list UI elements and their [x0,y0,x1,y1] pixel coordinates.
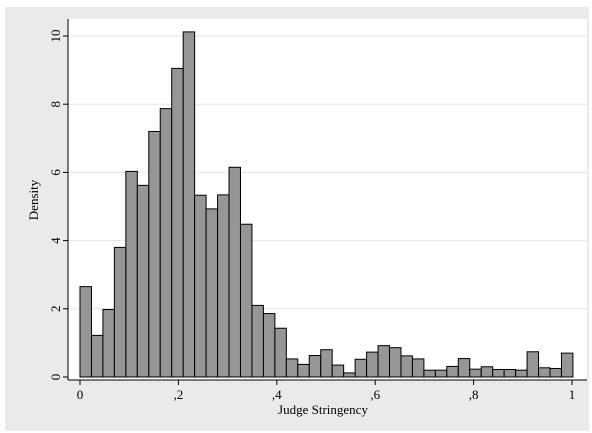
histogram-bar [217,194,230,378]
histogram-bar [457,358,471,378]
x-tick-label: 0 [77,387,84,402]
histogram-bar [297,363,310,378]
y-axis-ticks: 0 2 4 6 8 10 [48,30,68,381]
y-tick-label: 6 [48,169,63,176]
histogram-bar [90,334,104,378]
x-tick-label: ,8 [469,387,479,402]
y-tick-label: 2 [48,306,63,313]
x-tick-label: 1 [569,387,576,402]
histogram-bar [423,369,436,378]
histogram-bar [560,352,574,378]
histogram-bar [480,366,494,378]
histogram-bars [79,31,574,378]
histogram-bar [320,349,333,378]
x-tick-label: ,6 [370,387,380,402]
histogram-bar [366,351,379,378]
histogram-bar [377,345,391,378]
axes [67,19,587,381]
histogram-bar [102,308,115,378]
histogram-bar [113,246,127,378]
histogram-bar [136,184,150,378]
histogram-bar [469,368,482,378]
histogram-bar [205,208,219,378]
histogram-bar [194,194,207,378]
histogram-bar [354,358,368,378]
histogram-bar [446,365,459,378]
histogram-bar [171,67,184,378]
histogram-bar [526,351,540,378]
y-tick-label: 8 [48,101,63,108]
histogram-bar [400,355,413,378]
histogram-bar [515,369,528,378]
histogram-bar [389,347,402,378]
histogram-bar [148,130,161,378]
x-axis-title: Judge Stringency [278,402,368,417]
histogram-bar [285,358,299,378]
histogram-bar [79,286,92,378]
histogram-bar [331,364,345,378]
histogram-bar [492,368,505,378]
x-tick-label: ,2 [174,387,184,402]
y-tick-label: 10 [48,30,63,43]
histogram-bar [434,369,448,378]
histogram-bar [503,368,517,378]
histogram-bar [411,358,425,378]
histogram-bar [182,31,196,378]
histogram-bar [549,367,562,378]
x-tick-label: ,4 [272,387,282,402]
y-tick-label: 4 [48,237,63,244]
histogram-bar [228,166,241,378]
y-axis-title: Density [26,179,41,220]
histogram-bar [251,304,264,378]
x-axis-ticks: 0 ,2 ,4 ,6 ,8 1 [77,380,576,402]
histogram-bar [308,355,322,378]
histogram-bar [125,170,138,378]
histogram-bar [159,108,173,378]
histogram-bar [343,372,356,378]
histogram-bar [274,327,287,378]
histogram-bar [538,367,551,378]
y-tick-label: 0 [48,374,63,381]
histogram-bar [239,223,253,378]
histogram-bar [262,313,276,378]
